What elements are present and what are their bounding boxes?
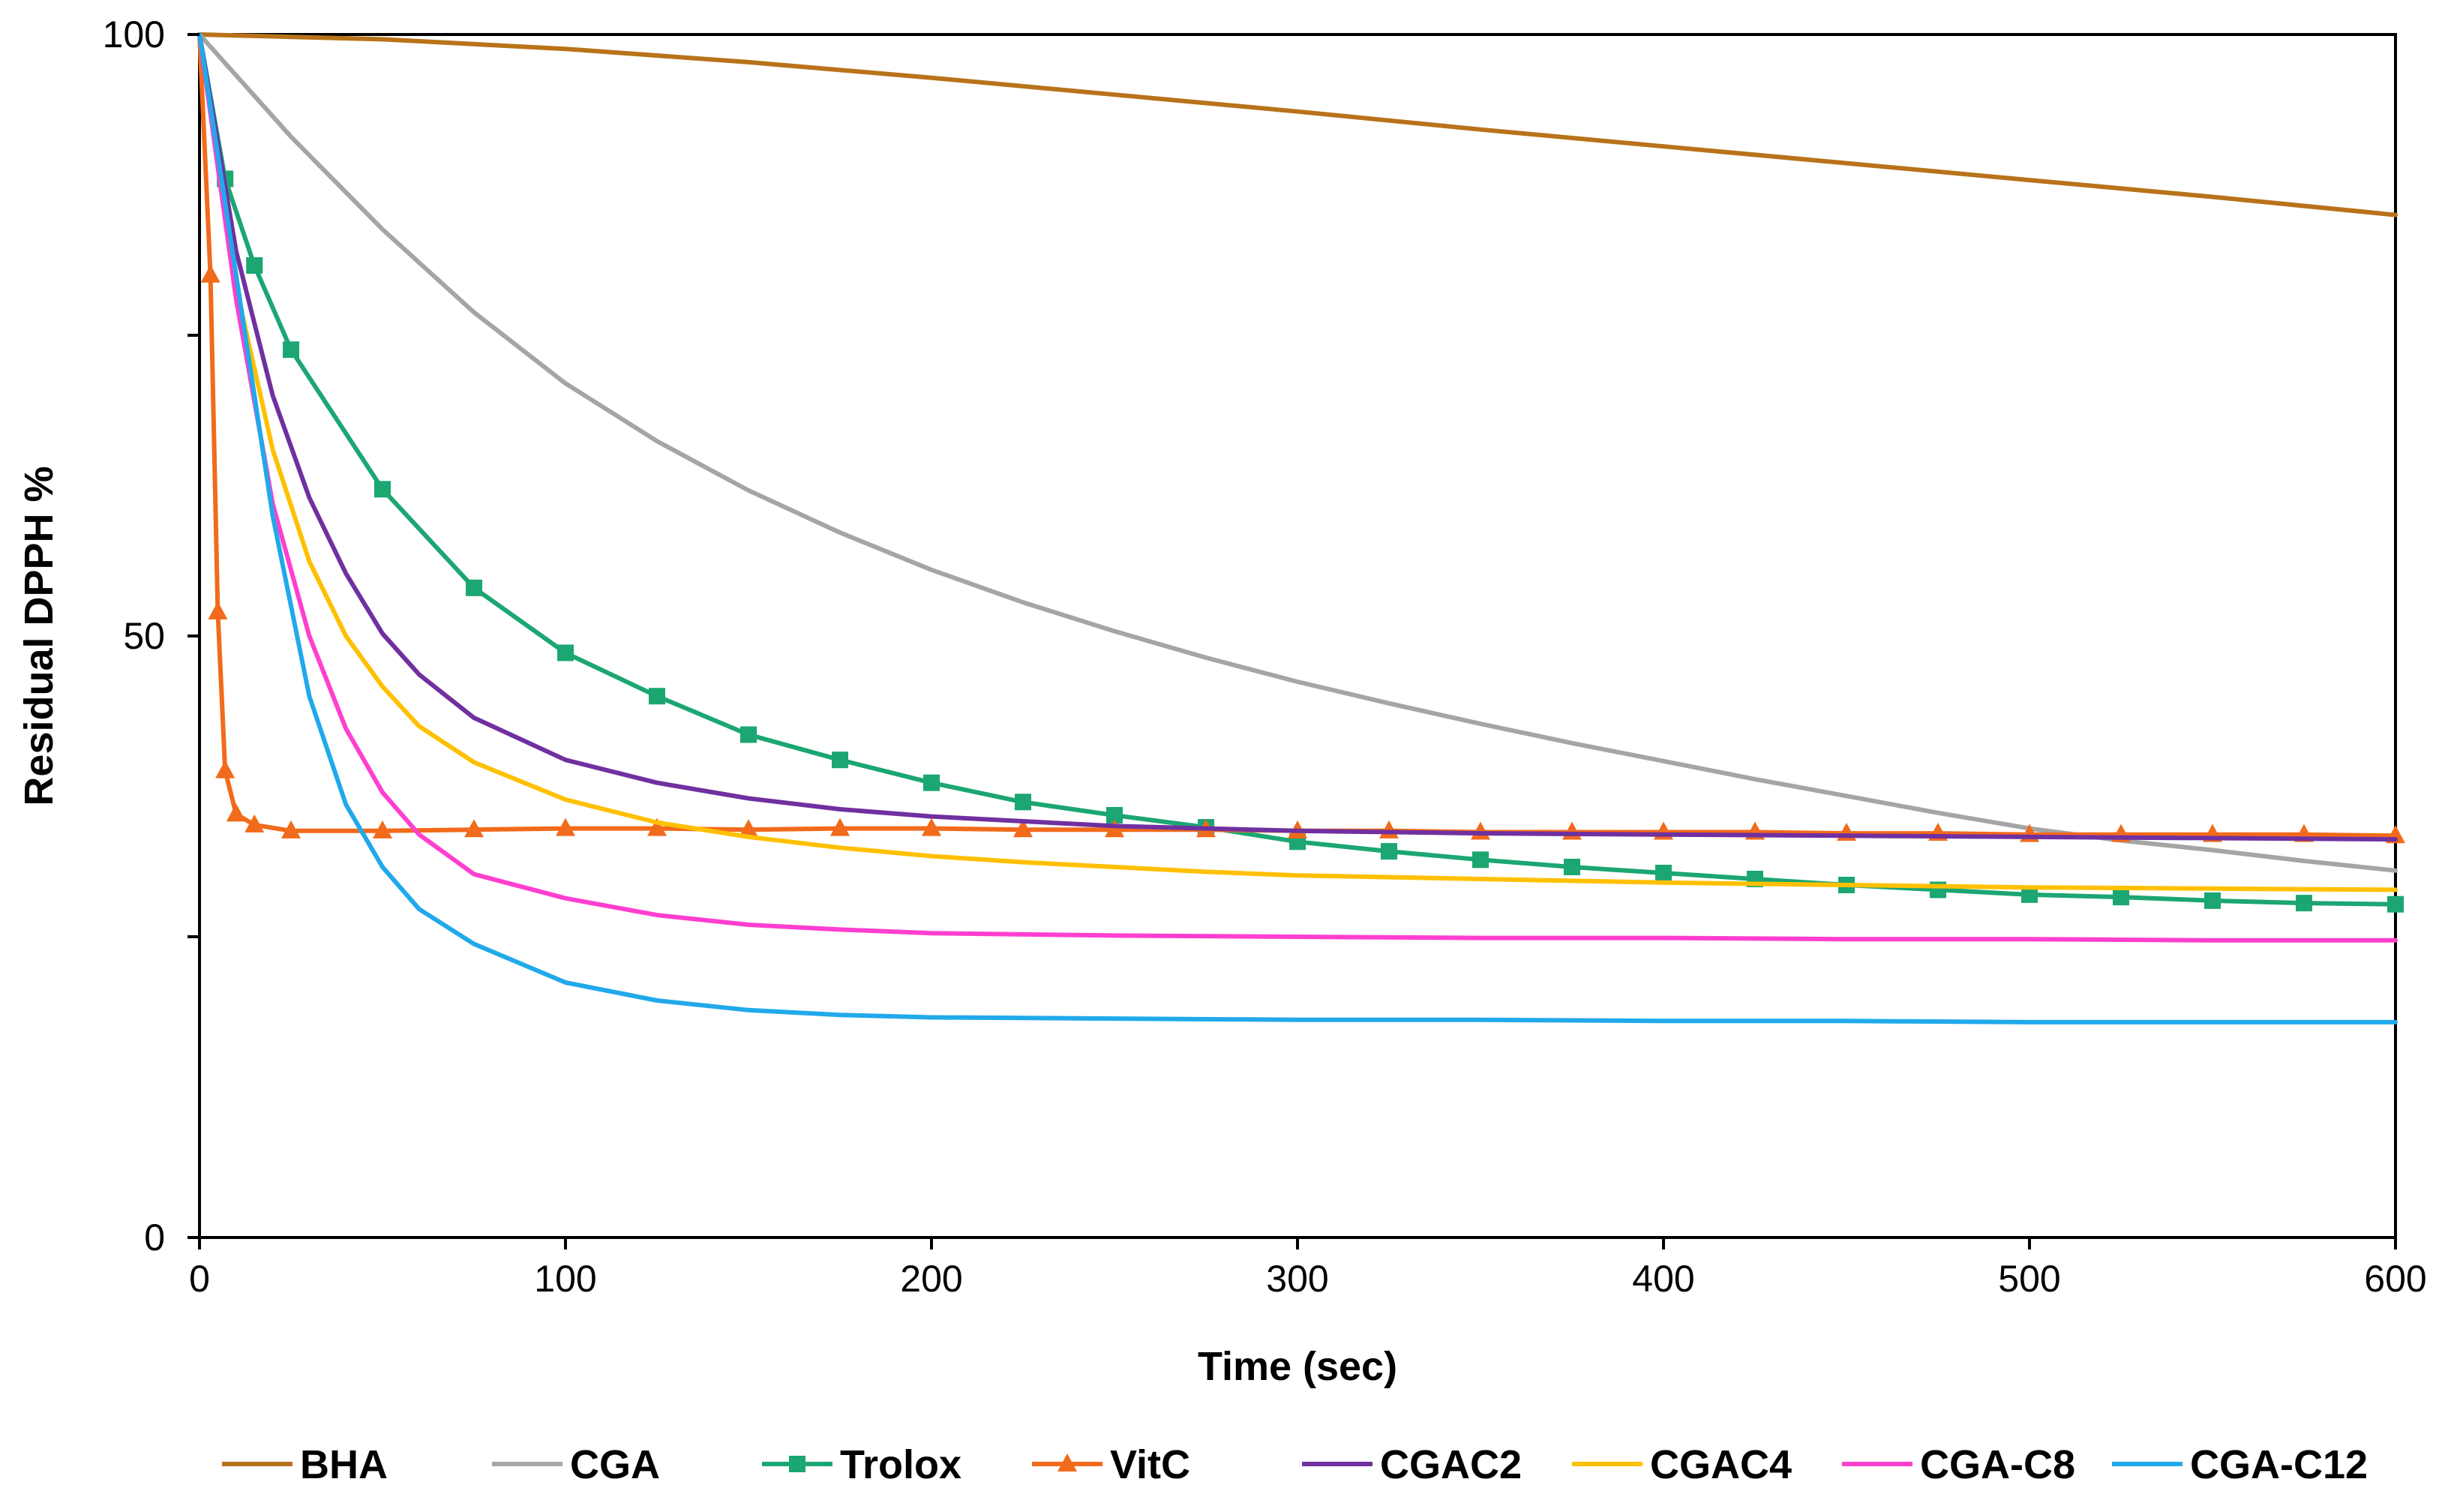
legend-item-cga: CGA	[492, 1442, 660, 1487]
data-point-vitc	[215, 760, 236, 778]
data-point-trolox	[1655, 864, 1672, 881]
axis-layer: 0 100 200 300 400 500 600 0 50 100	[103, 14, 2427, 1300]
data-point-trolox	[246, 256, 263, 274]
data-point-trolox	[2204, 892, 2221, 909]
series-cga-c12	[197, 32, 2398, 1024]
legend-item-cgac4: CGAC4	[1572, 1442, 1792, 1487]
data-point-vitc	[556, 818, 575, 836]
data-point-vitc	[922, 818, 941, 836]
series-cga-c8	[197, 32, 2398, 943]
data-point-trolox	[2387, 896, 2404, 913]
data-point-vitc	[647, 818, 667, 836]
data-point-vitc	[830, 818, 850, 836]
data-point-vitc	[244, 814, 265, 832]
series-cgac2	[197, 32, 2398, 842]
data-point-trolox	[283, 341, 299, 358]
data-point-trolox	[557, 644, 574, 662]
legend-marker-vitc	[1058, 1454, 1077, 1472]
data-point-trolox	[2113, 889, 2129, 906]
y-tick-label: 0	[144, 1216, 165, 1258]
data-point-trolox	[832, 752, 848, 769]
series-line-cgac4	[197, 32, 2398, 892]
data-point-trolox	[1381, 843, 1397, 860]
x-tick-label: 100	[534, 1258, 596, 1300]
data-point-vitc	[281, 820, 301, 838]
x-axis-title: Time (sec)	[1198, 1344, 1397, 1389]
x-tick-label: 500	[1998, 1258, 2060, 1300]
data-point-vitc	[1013, 819, 1033, 838]
legend-item-cga-c8: CGA-C8	[1842, 1442, 2075, 1487]
series-cgac4	[197, 32, 2398, 892]
series-layer	[197, 32, 2405, 1024]
series-line-bha	[197, 32, 2398, 218]
data-point-trolox	[374, 481, 391, 498]
legend-item-cga-c12: CGA-C12	[2112, 1442, 2368, 1487]
data-point-vitc	[226, 803, 246, 822]
legend: BHA CGA Trolox VitC CGAC2 CGAC4 CGA-C8 CGA-C12	[222, 1442, 2368, 1487]
legend-item-vitc: VitC	[1032, 1442, 1190, 1487]
plot-area	[198, 33, 2397, 1239]
data-point-vitc	[739, 819, 758, 838]
legend-label-cga: CGA	[570, 1442, 660, 1487]
data-point-trolox	[923, 774, 940, 791]
legend-label-cga-c12: CGA-C12	[2190, 1442, 2368, 1487]
legend-label-trolox: Trolox	[840, 1442, 962, 1487]
x-tick-label: 300	[1266, 1258, 1328, 1300]
data-point-trolox	[2021, 886, 2038, 903]
data-point-trolox	[649, 688, 665, 705]
data-point-trolox	[2296, 895, 2312, 912]
legend-label-bha: BHA	[300, 1442, 388, 1487]
legend-marker-trolox	[789, 1456, 806, 1472]
x-tick-label: 600	[2364, 1258, 2426, 1300]
data-point-trolox	[1472, 851, 1489, 868]
data-point-vitc	[464, 819, 484, 838]
y-axis-title: Residual DPPH %	[16, 466, 62, 806]
legend-item-cgac2: CGAC2	[1302, 1442, 1522, 1487]
legend-label-vitc: VitC	[1110, 1442, 1190, 1487]
data-point-trolox	[740, 726, 757, 743]
data-point-vitc	[373, 820, 392, 838]
data-point-vitc	[200, 264, 220, 283]
legend-item-trolox: Trolox	[762, 1442, 962, 1487]
legend-label-cgac4: CGAC4	[1650, 1442, 1792, 1487]
x-tick-label: 0	[189, 1258, 210, 1300]
series-line-cgac2	[197, 32, 2398, 842]
x-tick-label: 200	[900, 1258, 962, 1300]
y-tick-label: 50	[123, 615, 165, 657]
legend-label-cgac2: CGAC2	[1380, 1442, 1522, 1487]
y-tick-label: 100	[103, 14, 165, 56]
data-point-trolox	[1564, 858, 1580, 875]
data-point-trolox	[1106, 806, 1123, 824]
data-point-vitc	[208, 601, 228, 620]
series-line-cga-c8	[197, 32, 2398, 943]
series-bha	[197, 32, 2398, 218]
series-line-cga-c12	[197, 32, 2398, 1024]
data-point-trolox	[466, 579, 482, 596]
legend-item-bha: BHA	[222, 1442, 388, 1487]
data-point-trolox	[1015, 794, 1031, 811]
legend-label-cga-c8: CGA-C8	[1920, 1442, 2075, 1487]
x-tick-label: 400	[1632, 1258, 1694, 1300]
